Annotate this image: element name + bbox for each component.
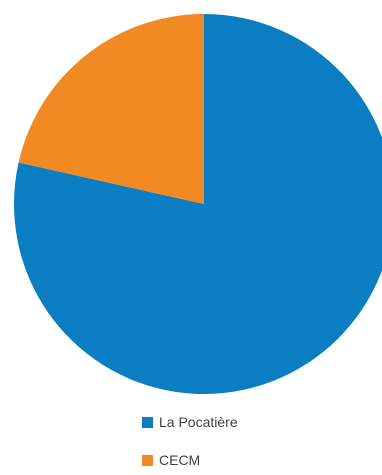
legend-swatch-la-pocatiere [142, 416, 153, 428]
legend-item-la-pocatiere: La Pocatière [142, 414, 238, 430]
pie-slice-cecm [18, 14, 204, 204]
chart-legend: La Pocatière CECM [142, 414, 238, 468]
pie-slice-la-pocatiere [14, 14, 382, 394]
legend-label-la-pocatiere: La Pocatière [159, 414, 238, 430]
legend-label-cecm: CECM [159, 452, 201, 468]
legend-swatch-cecm [142, 454, 153, 466]
legend-item-cecm: CECM [142, 452, 238, 468]
